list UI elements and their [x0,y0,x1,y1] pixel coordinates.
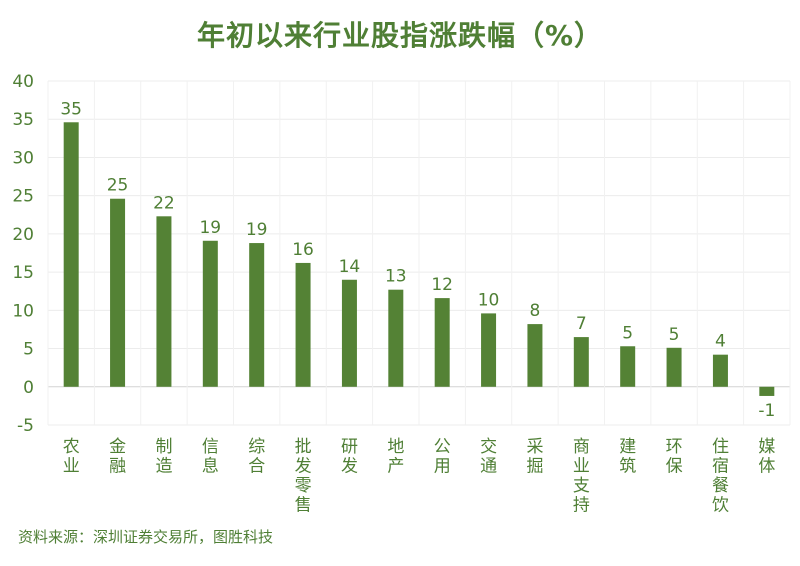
category-label: 公用 [434,437,451,477]
data-label: 7 [576,314,587,334]
data-label: 16 [292,240,314,260]
bar [666,347,682,387]
bar [341,279,357,387]
bar [110,198,126,387]
y-tick-label: 5 [23,340,34,360]
bar [527,324,543,387]
data-label: 19 [199,218,221,238]
bar [573,337,589,387]
bar [481,313,497,387]
data-label: 13 [385,267,407,287]
bar [388,289,404,387]
y-tick-label: 0 [23,378,34,398]
bar [712,354,728,387]
source-note: 资料来源：深圳证券交易所，图胜科技 [18,528,274,546]
data-label: 35 [60,99,82,119]
category-label: 农业 [63,437,80,477]
bar [620,346,636,387]
category-label: 商业支持 [573,437,590,516]
y-tick-label: 25 [12,187,34,207]
data-label: 14 [339,257,361,277]
data-label: 10 [478,290,500,310]
category-label: 交通 [480,437,497,477]
category-label: 环保 [666,437,683,477]
data-label: 22 [153,193,175,213]
data-label: -1 [758,401,775,421]
y-tick-label: 35 [12,110,34,130]
bar [249,243,265,387]
y-tick-label: 10 [12,301,34,321]
bar [156,216,172,387]
category-label: 研发 [341,437,358,477]
data-label: 25 [107,176,129,196]
data-label: 4 [715,332,726,352]
bar [434,298,450,387]
data-label: 12 [431,275,453,295]
category-label: 媒体 [758,437,775,477]
data-label: 19 [246,220,268,240]
category-label: 采掘 [526,437,543,477]
chart-title: 年初以来行业股指涨跌幅（%） [196,19,604,52]
bar [63,122,79,387]
data-labels: 35 25 22 19 19 16 14 13 12 10 8 7 5 5 4 -1 [60,99,775,421]
y-tick-label: 20 [12,225,34,245]
category-label: 信息 [202,437,219,477]
category-label: 批发零售 [295,437,312,516]
category-label: 建筑 [619,437,636,477]
y-tick-label: 15 [12,263,34,283]
y-tick-label: 30 [12,148,34,168]
category-label: 住宿餐饮 [712,437,729,516]
bar [759,386,775,396]
grid-lines [47,80,791,426]
data-label: 5 [622,323,633,343]
category-label: 地产 [387,437,404,477]
data-label: 5 [669,325,680,345]
bars [63,122,775,396]
y-axis: 40 35 30 25 20 15 10 5 0 -5 [12,72,34,436]
bar [202,240,218,387]
data-label: 8 [530,301,541,321]
category-label: 制造 [155,437,172,477]
y-tick-label: 40 [12,72,34,92]
y-tick-label: -5 [17,416,34,436]
category-label: 金融 [109,437,126,477]
bar [295,262,311,387]
category-label: 综合 [248,437,265,477]
